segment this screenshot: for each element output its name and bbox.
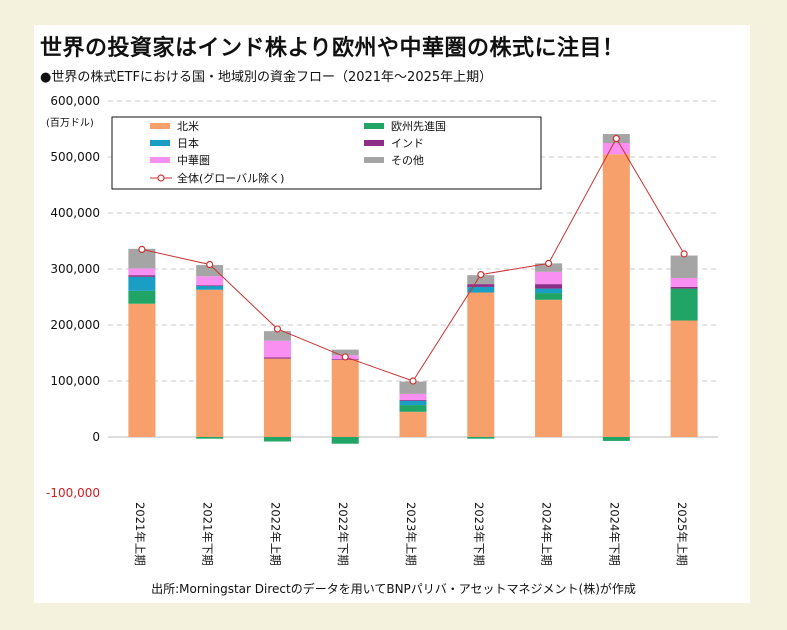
bar-segment: [535, 284, 562, 288]
total-series-point: [410, 378, 416, 384]
legend-label: 全体(グローバル除く): [177, 171, 284, 185]
bar-segment: [196, 290, 223, 437]
source-note: 出所:Morningstar Directのデータを用いてBNPパリバ・アセット…: [0, 580, 787, 597]
x-tick-label: 2021年上期: [133, 502, 147, 566]
y-tick-label: 100,000: [50, 374, 100, 388]
legend-marker: [158, 175, 164, 181]
bar-segment: [332, 437, 359, 444]
y-tick-label: -100,000: [46, 486, 100, 500]
legend-swatch: [364, 140, 384, 146]
bar-segment: [264, 359, 291, 437]
bar-chart: 600,000 500,000 400,000 300,000 200,000 100,0…: [0, 0, 787, 630]
legend-label: 中華圏: [177, 154, 210, 167]
bar-segment: [400, 394, 427, 400]
bar-segment: [671, 321, 698, 437]
x-tick-label: 2023年上期: [404, 502, 418, 566]
bar-segment: [196, 286, 223, 290]
bar-segment: [535, 293, 562, 300]
legend-label: インド: [391, 137, 424, 150]
bar-segment: [603, 154, 630, 437]
bar-segment: [128, 291, 155, 304]
y-unit-label: (百万ドル): [46, 117, 94, 129]
bar-segment: [467, 437, 494, 439]
y-tick-label: 500,000: [50, 150, 100, 164]
bar-segment: [196, 285, 223, 286]
x-tick-label: 2025年上期: [675, 502, 689, 566]
bar-segment: [603, 143, 630, 154]
bar-segment: [400, 412, 427, 437]
bar-segment: [603, 437, 630, 441]
bar-segment: [128, 275, 155, 277]
bar-segment: [128, 268, 155, 275]
legend-swatch: [150, 140, 170, 146]
legend-label: その他: [391, 154, 424, 167]
bar-segment: [400, 405, 427, 412]
x-tick-label: 2021年下期: [201, 502, 215, 566]
bar-segment: [671, 287, 698, 289]
total-series-point: [207, 262, 213, 268]
bar-segment: [196, 276, 223, 285]
legend-swatch: [364, 123, 384, 129]
x-tick-label: 2022年上期: [268, 502, 282, 566]
bar-segment: [400, 400, 427, 401]
legend-swatch: [150, 123, 170, 129]
total-series-point: [274, 326, 280, 332]
bar-segment: [264, 341, 291, 358]
legend-label: 日本: [177, 136, 199, 150]
x-tick-label: 2024年上期: [540, 502, 554, 566]
bar-segment: [671, 278, 698, 287]
bar-segment: [264, 357, 291, 358]
total-series-point: [546, 260, 552, 266]
total-series-point: [478, 272, 484, 278]
total-series-point: [613, 136, 619, 142]
bar-segment: [332, 360, 359, 437]
bar-segment: [671, 289, 698, 321]
x-tick-label: 2024年下期: [607, 502, 621, 566]
x-tick-label: 2022年下期: [336, 502, 350, 566]
y-tick-label: 400,000: [50, 206, 100, 220]
total-series-point: [681, 251, 687, 257]
x-axis: 2021年上期 2021年下期 2022年上期 2022年下期 2023年上期 2023年…: [133, 502, 689, 566]
y-tick-label: 600,000: [50, 94, 100, 108]
bar-segment: [128, 304, 155, 437]
bar-segment: [535, 272, 562, 284]
bar-segment: [467, 284, 494, 287]
bar-segment: [535, 300, 562, 437]
y-tick-label: 200,000: [50, 318, 100, 332]
total-series-point: [342, 354, 348, 360]
bar-segment: [400, 401, 427, 405]
y-tick-label: 300,000: [50, 262, 100, 276]
x-tick-label: 2023年下期: [472, 502, 486, 566]
bar-segment: [467, 293, 494, 437]
bar-segment: [535, 289, 562, 293]
legend-swatch: [364, 157, 384, 163]
bar-segment: [671, 256, 698, 278]
legend-label: 北米: [177, 120, 199, 133]
legend-swatch: [150, 157, 170, 163]
bar-segment: [264, 437, 291, 441]
bar-segment: [128, 277, 155, 291]
y-axis: 600,000 500,000 400,000 300,000 200,000 100,0…: [46, 94, 100, 500]
bar-segment: [196, 437, 223, 439]
legend-label: 欧州先進国: [391, 120, 446, 133]
total-series-point: [139, 246, 145, 252]
y-tick-label: 0: [92, 430, 100, 444]
